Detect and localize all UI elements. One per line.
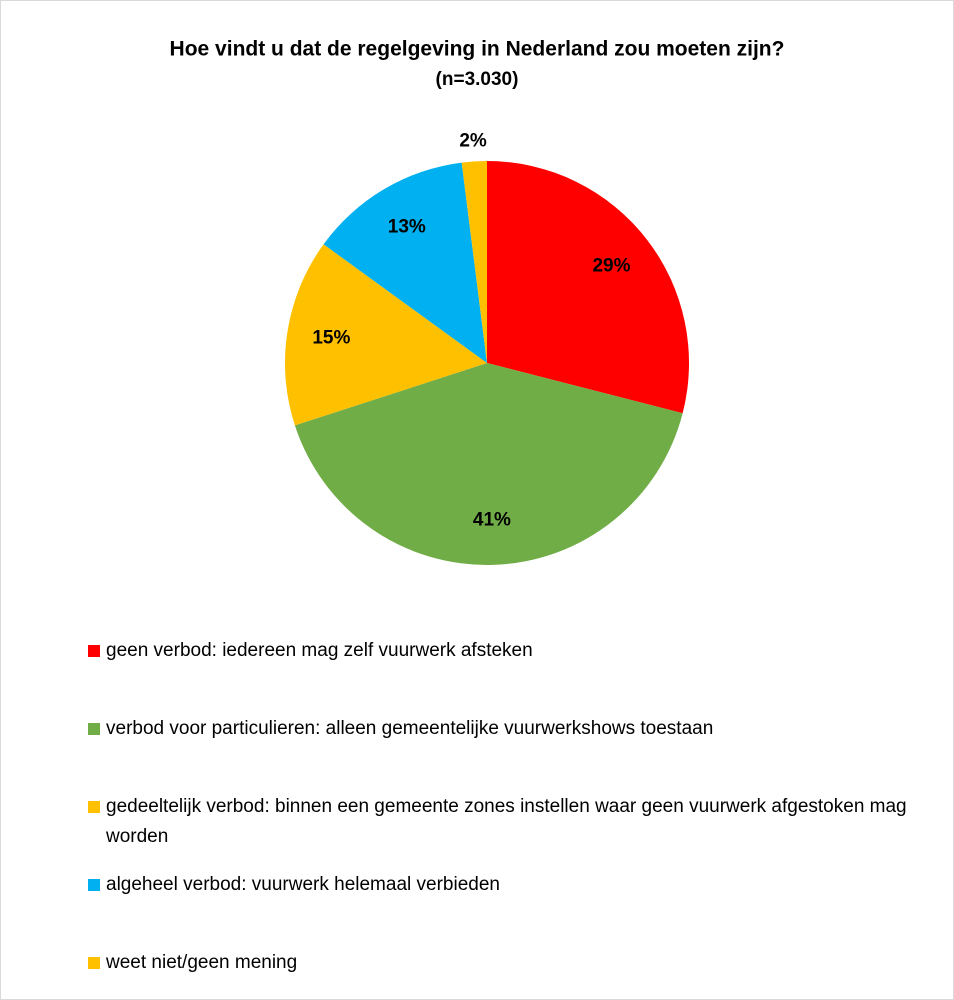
- legend-marker: [88, 801, 100, 813]
- data-label: 15%: [312, 327, 350, 348]
- chart-subtitle: (n=3.030): [436, 69, 519, 90]
- legend: geen verbod: iedereen mag zelf vuurwerk …: [88, 636, 908, 978]
- data-label: 29%: [592, 255, 630, 276]
- legend-label: verbod voor particulieren: alleen gemeen…: [106, 718, 714, 739]
- legend-marker: [88, 645, 100, 657]
- data-label: 2%: [459, 130, 487, 151]
- legend-item: algeheel verbod: vuurwerk helemaal verbi…: [88, 870, 908, 900]
- legend-marker: [88, 723, 100, 735]
- legend-marker: [88, 957, 100, 969]
- pie-slice: [461, 161, 487, 363]
- legend-label: weet niet/geen mening: [106, 952, 298, 973]
- legend-marker: [88, 879, 100, 891]
- pie-slice: [294, 363, 683, 565]
- pie-slice: [323, 162, 487, 363]
- legend-item: weet niet/geen mening: [88, 948, 908, 978]
- legend-label: gedeeltelijk verbod: binnen een gemeente…: [106, 796, 907, 847]
- legend-item: verbod voor particulieren: alleen gemeen…: [88, 714, 908, 744]
- pie-slice: [487, 161, 689, 414]
- pie-slice: [285, 244, 487, 426]
- legend-label: geen verbod: iedereen mag zelf vuurwerk …: [106, 640, 533, 661]
- chart: Hoe vindt u dat de regelgeving in Nederl…: [170, 38, 785, 565]
- legend-item: geen verbod: iedereen mag zelf vuurwerk …: [88, 636, 908, 666]
- chart-title: Hoe vindt u dat de regelgeving in Nederl…: [170, 38, 785, 61]
- data-label: 13%: [388, 216, 426, 237]
- legend-item: gedeeltelijk verbod: binnen een gemeente…: [88, 792, 908, 852]
- data-label: 41%: [473, 509, 511, 530]
- legend-label: algeheel verbod: vuurwerk helemaal verbi…: [106, 874, 500, 895]
